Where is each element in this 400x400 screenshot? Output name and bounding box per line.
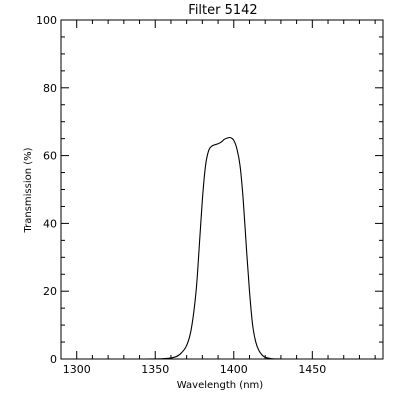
x-tick-label: 1400: [220, 363, 248, 376]
plot-frame: [60, 19, 384, 360]
y-tick-label: 80: [43, 82, 57, 95]
x-axis-label: Wavelength (nm): [177, 380, 263, 391]
x-tick-label: 1300: [63, 363, 91, 376]
transmission-curve: [61, 136, 383, 360]
y-tick-label: 0: [50, 353, 57, 366]
y-tick-label: 20: [43, 285, 57, 298]
x-tick-label: 1450: [298, 363, 326, 376]
y-tick-label: 60: [43, 150, 57, 163]
ticks: 1300 1350 1400 1450 0 20 40 60 80 100: [36, 14, 383, 376]
x-tick-label: 1350: [141, 363, 169, 376]
axes: [60, 19, 384, 360]
y-tick-label: 100: [36, 14, 57, 27]
chart-title: Filter 5142: [188, 3, 257, 18]
series: [61, 136, 383, 360]
y-axis-label: Transmission (%): [23, 147, 34, 233]
y-tick-label: 40: [43, 217, 57, 230]
